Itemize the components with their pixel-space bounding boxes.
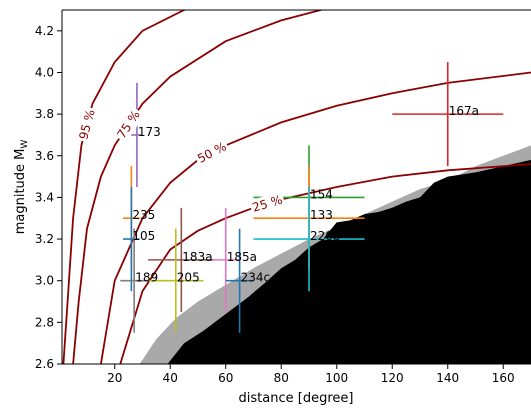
y-tick-label-4: 4.0 bbox=[35, 65, 54, 79]
event-label-235: 235 bbox=[132, 208, 155, 222]
x-axis-title: distance [degree] bbox=[239, 391, 354, 406]
x-tick-label-160: 160 bbox=[492, 371, 515, 385]
y-axis-title-main: magnitude M bbox=[13, 149, 28, 235]
x-tick-label-140: 140 bbox=[436, 371, 459, 385]
contour-labels: 95 % 75 %50 %25 % bbox=[74, 105, 286, 217]
y-tick-label-3.2: 3.2 bbox=[35, 232, 54, 246]
x-tick-label-60: 60 bbox=[218, 371, 233, 385]
event-label-226b: 226b bbox=[310, 229, 341, 243]
x-tick-label-40: 40 bbox=[163, 371, 178, 385]
contour-label-2: 50 % bbox=[195, 139, 229, 166]
x-tick-label-20: 20 bbox=[107, 371, 122, 385]
contour-label-bg-0 bbox=[74, 106, 100, 144]
contour-line-0 bbox=[62, 10, 187, 364]
event-label-173: 173 bbox=[138, 125, 161, 139]
x-tick-label-100: 100 bbox=[325, 371, 348, 385]
y-tick-label-3.6: 3.6 bbox=[35, 149, 54, 163]
y-tick-label-4.2: 4.2 bbox=[35, 24, 54, 38]
event-errorbars bbox=[120, 62, 504, 333]
event-label-205: 205 bbox=[177, 271, 200, 285]
event-label-167a: 167a bbox=[449, 104, 479, 118]
event-label-154: 154 bbox=[310, 187, 333, 201]
contour-label-bg-1 bbox=[112, 105, 145, 144]
x-axis-ticks: 20 40 60 80 100 120 140 160 bbox=[107, 364, 515, 385]
undetectable-region bbox=[167, 159, 531, 364]
y-axis-ticks: 2.6 2.8 3.0 3.2 3.4 3.6 3.8 4.0 4.2 bbox=[35, 24, 62, 371]
contour-label-bg-2 bbox=[193, 137, 231, 168]
y-tick-label-2.8: 2.8 bbox=[35, 315, 54, 329]
contour-label-bg-3 bbox=[248, 191, 286, 217]
y-tick-label-3.4: 3.4 bbox=[35, 190, 54, 204]
y-tick-label-3.8: 3.8 bbox=[35, 107, 54, 121]
y-tick-label-3: 3.0 bbox=[35, 274, 54, 288]
event-label-189: 189 bbox=[135, 271, 158, 285]
x-tick-label-120: 120 bbox=[381, 371, 404, 385]
event-label-185a: 185a bbox=[227, 250, 257, 264]
y-axis-title: magnitude MW bbox=[13, 140, 30, 235]
event-label-105: 105 bbox=[132, 229, 155, 243]
event-labels: 167a 173 154 133 226b 235 105 183a 185a 189 205 234… bbox=[132, 104, 479, 285]
y-axis-title-subscript: W bbox=[20, 140, 30, 149]
event-label-183a: 183a bbox=[182, 250, 212, 264]
contour-line-1 bbox=[72, 10, 325, 364]
x-tick-label-80: 80 bbox=[274, 371, 289, 385]
y-tick-label-2.6: 2.6 bbox=[35, 357, 54, 371]
event-label-133: 133 bbox=[310, 208, 333, 222]
plot-area: 95 % 75 %50 %25 % 167a 173 154 133 226b 235 105… bbox=[62, 10, 531, 364]
event-label-234c: 234c bbox=[241, 271, 271, 285]
detectability-regions bbox=[139, 145, 531, 364]
